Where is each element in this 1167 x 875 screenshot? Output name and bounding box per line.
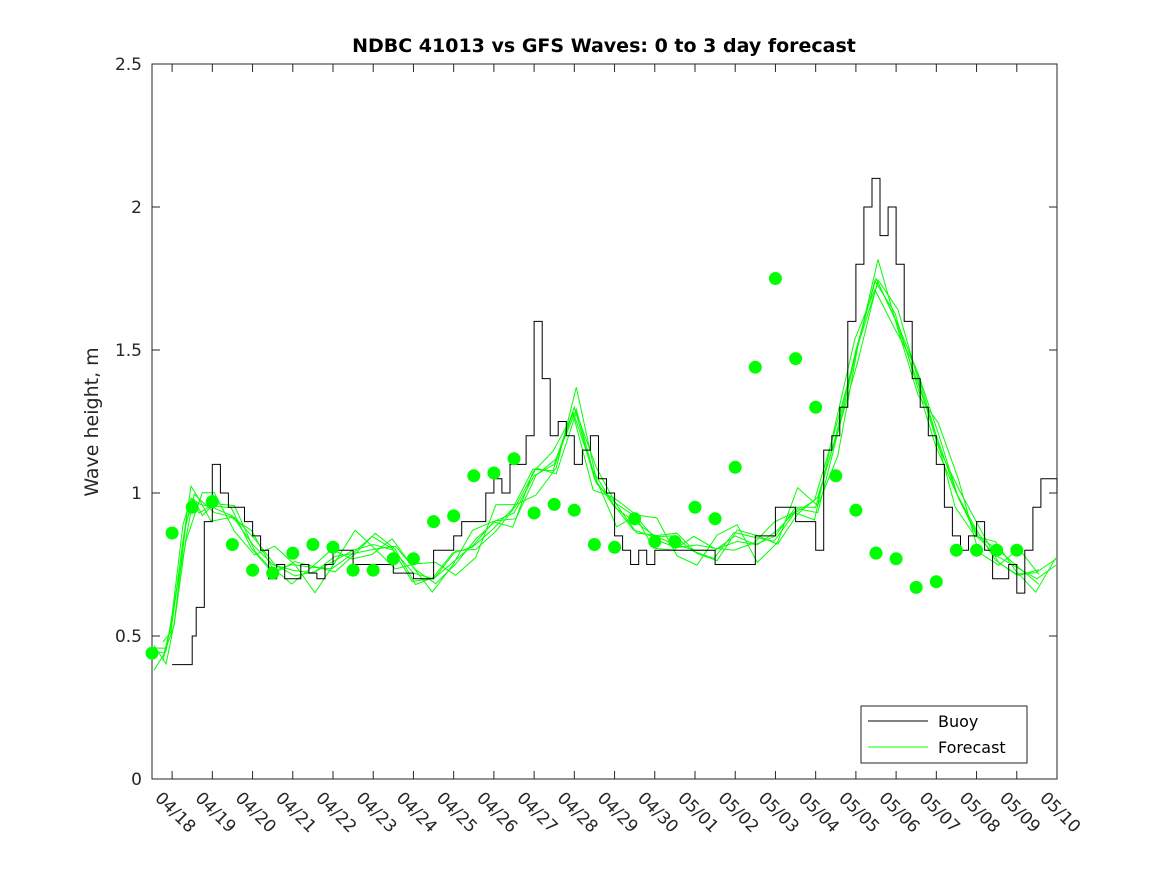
forecast-marker xyxy=(728,460,742,474)
forecast-marker xyxy=(748,360,762,374)
y-tick-label: 1 xyxy=(131,484,142,504)
forecast-marker xyxy=(487,466,501,480)
x-tick-label: 05/07 xyxy=(915,788,964,837)
forecast-marker xyxy=(165,526,179,540)
x-tick-label: 05/02 xyxy=(714,788,763,837)
x-tick-label: 05/05 xyxy=(834,788,883,837)
forecast-marker xyxy=(246,563,260,577)
forecast-marker xyxy=(346,563,360,577)
forecast-marker xyxy=(225,538,239,551)
forecast-line xyxy=(153,278,1040,666)
x-tick-label: 04/23 xyxy=(352,788,401,837)
forecast-marker xyxy=(889,552,903,566)
x-tick-label: 05/01 xyxy=(673,788,722,837)
forecast-line xyxy=(151,277,1058,654)
x-tick-label: 05/03 xyxy=(754,788,803,837)
forecast-marker xyxy=(949,543,963,557)
forecast-marker xyxy=(990,543,1004,557)
forecast-marker xyxy=(286,546,300,560)
x-tick-label: 04/19 xyxy=(191,788,240,837)
forecast-marker xyxy=(970,543,984,557)
forecast-marker xyxy=(1010,543,1024,557)
legend: Buoy Forecast xyxy=(860,705,1028,764)
x-tick-label: 04/26 xyxy=(472,788,521,837)
legend-box xyxy=(860,705,1028,764)
y-tick-label: 0 xyxy=(131,770,142,790)
forecast-marker xyxy=(909,580,923,594)
forecast-marker xyxy=(266,566,280,580)
y-axis-ticks: 0 0.5 1 1.5 2 2.5 xyxy=(115,55,1057,790)
forecast-marker xyxy=(527,506,541,520)
forecast-marker xyxy=(567,503,581,517)
x-tick-label: 04/22 xyxy=(311,788,360,837)
forecast-marker xyxy=(406,552,420,566)
x-tick-label: 04/20 xyxy=(231,788,280,837)
x-tick-label: 04/21 xyxy=(271,788,320,837)
x-tick-label: 05/09 xyxy=(995,788,1044,837)
x-tick-label: 04/29 xyxy=(593,788,642,837)
y-tick-label: 2 xyxy=(131,198,142,218)
x-tick-label: 04/30 xyxy=(633,788,682,837)
forecast-marker xyxy=(467,469,481,483)
forecast-marker xyxy=(648,535,662,549)
x-tick-label: 04/24 xyxy=(392,788,441,837)
forecast-marker xyxy=(366,563,380,577)
x-tick-label: 04/27 xyxy=(513,788,562,837)
forecast-marker xyxy=(608,540,622,554)
series-layer xyxy=(151,177,1058,671)
forecast-marker xyxy=(326,540,340,554)
forecast-marker xyxy=(547,497,561,511)
x-tick-label: 05/04 xyxy=(794,788,843,837)
forecast-marker xyxy=(688,500,702,514)
legend-label-buoy: Buoy xyxy=(938,712,978,731)
plot-frame xyxy=(151,63,1058,780)
buoy-line xyxy=(172,177,1058,666)
forecast-marker xyxy=(447,509,461,523)
forecast-marker xyxy=(306,538,320,551)
forecast-marker xyxy=(849,503,863,517)
x-tick-label: 05/06 xyxy=(875,788,924,837)
legend-label-forecast: Forecast xyxy=(938,738,1006,757)
forecast-marker xyxy=(708,512,722,526)
y-axis-label: Wave height, m xyxy=(81,347,103,496)
y-tick-label: 0.5 xyxy=(115,627,142,647)
forecast-marker xyxy=(789,352,803,366)
forecast-marker xyxy=(829,469,843,483)
forecast-marker xyxy=(386,552,400,566)
y-tick-label: 2.5 xyxy=(115,55,142,75)
forecast-marker xyxy=(768,272,782,285)
forecast-marker xyxy=(507,452,521,466)
forecast-marker xyxy=(929,575,943,589)
x-tick-label: 04/25 xyxy=(432,788,481,837)
forecast-line xyxy=(162,279,1057,662)
forecast-markers xyxy=(145,272,1024,660)
plot-area-border xyxy=(151,63,1058,780)
forecast-marker xyxy=(427,515,441,529)
y-tick-label: 1.5 xyxy=(115,341,142,361)
forecast-marker xyxy=(668,535,682,549)
chart-title: NDBC 41013 vs GFS Waves: 0 to 3 day fore… xyxy=(352,35,856,57)
x-tick-label: 05/08 xyxy=(955,788,1004,837)
forecast-marker xyxy=(185,500,199,514)
x-tick-label: 04/18 xyxy=(151,788,200,837)
forecast-marker xyxy=(587,538,601,551)
x-tick-label: 04/28 xyxy=(553,788,602,837)
forecast-marker xyxy=(145,646,159,660)
x-tick-label: 05/10 xyxy=(1035,788,1084,837)
forecast-marker xyxy=(205,495,219,509)
forecast-marker xyxy=(628,512,642,526)
forecast-marker xyxy=(869,546,883,560)
forecast-marker xyxy=(809,400,823,414)
